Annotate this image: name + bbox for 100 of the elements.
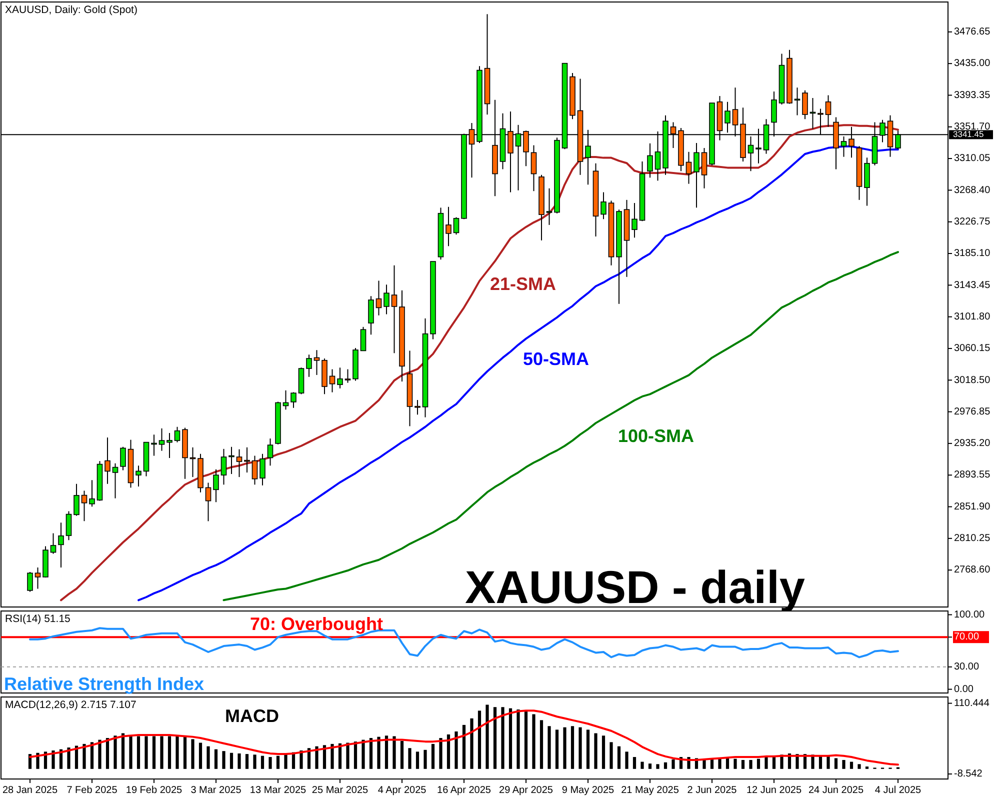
candlestick: [802, 90, 808, 120]
candlestick: [384, 284, 390, 315]
x-tick-label: 4 Apr 2025: [378, 785, 427, 796]
candlestick: [314, 350, 320, 376]
candlestick: [337, 367, 343, 389]
bar: [400, 740, 404, 769]
candlestick: [446, 206, 452, 247]
bar: [501, 707, 504, 769]
bar: [548, 726, 551, 769]
series-label: 50-SMA: [523, 349, 590, 369]
bar: [191, 739, 194, 769]
candlestick: [89, 480, 95, 508]
bar: [152, 736, 156, 769]
bar: [640, 762, 644, 769]
bar: [408, 748, 412, 769]
series-label: 21-SMA: [490, 274, 556, 294]
bar: [82, 744, 86, 769]
bar: [850, 762, 854, 769]
candlestick: [368, 296, 374, 336]
y-tick-label: 3185.10: [954, 248, 991, 260]
candlestick: [136, 465, 142, 488]
series-label: 100-SMA: [618, 426, 694, 446]
bar: [67, 748, 70, 769]
bar: [90, 742, 94, 769]
ref-line-label: 3341.45: [953, 128, 984, 139]
bar: [586, 730, 590, 769]
bar: [508, 708, 512, 769]
candlestick: [290, 392, 296, 408]
bar: [384, 736, 388, 769]
y-tick-label: 3435.00: [954, 58, 991, 70]
bar: [555, 730, 559, 769]
candlestick: [220, 448, 227, 486]
y-tick-label: 3101.80: [954, 311, 991, 322]
bar: [439, 738, 442, 769]
bar: [741, 760, 745, 769]
bar: [702, 759, 706, 769]
candlestick: [647, 142, 653, 178]
x-tick-label: 25 Mar 2025: [312, 785, 369, 796]
bar: [486, 704, 489, 769]
bar: [625, 752, 628, 769]
bar: [392, 736, 396, 769]
x-tick-label: 7 Feb 2025: [66, 785, 118, 796]
candlestick: [236, 448, 242, 478]
bar: [454, 731, 458, 769]
bar: [672, 759, 675, 769]
candlestick: [27, 572, 33, 592]
bar: [206, 746, 210, 769]
x-tick-label: 2 Jun 2025: [687, 785, 738, 796]
bar: [136, 736, 140, 769]
x-tick-label: 12 Jun 2025: [746, 785, 802, 796]
y-tick-label: 3268.40: [954, 184, 991, 196]
x-tick-label: 16 Apr 2025: [437, 785, 492, 796]
candlestick: [701, 148, 708, 189]
bar: [594, 733, 598, 769]
candlestick: [174, 426, 180, 443]
bar: [284, 754, 288, 769]
candlestick: [34, 566, 41, 590]
bar: [176, 736, 179, 769]
bar: [431, 744, 435, 769]
bar: [470, 718, 474, 769]
bar: [354, 742, 358, 769]
annotation: XAUUSD - daily: [465, 561, 806, 613]
chart-title: XAUUSD, Daily: Gold (Spot): [5, 4, 138, 16]
candlestick: [66, 510, 72, 541]
bar: [478, 710, 482, 769]
candlestick: [58, 522, 64, 568]
candlestick: [825, 94, 832, 128]
candlestick: [81, 490, 88, 522]
bar: [416, 752, 420, 769]
chart-title: RSI(14) 51.15: [5, 613, 71, 625]
bar: [578, 727, 582, 769]
candlestick: [151, 434, 157, 456]
y-tick-label: 2976.85: [954, 406, 991, 418]
candlestick: [546, 188, 552, 226]
x-tick-label: 29 Apr 2025: [499, 785, 554, 796]
bar: [424, 750, 427, 769]
bar: [570, 726, 574, 769]
y-tick-label: -8.542: [954, 768, 983, 780]
candlestick: [794, 87, 800, 116]
candlestick: [260, 453, 266, 486]
candlestick: [306, 354, 312, 378]
bar: [98, 740, 102, 769]
candlestick: [228, 446, 234, 474]
y-tick-label: 110.444: [954, 698, 990, 709]
candlestick: [252, 455, 258, 486]
bar: [563, 727, 566, 769]
candlestick: [329, 368, 336, 393]
bar: [610, 742, 613, 769]
bar: [764, 757, 768, 769]
x-tick-label: 21 May 2025: [621, 785, 680, 796]
candlestick: [104, 437, 110, 484]
x-tick-label: 13 Mar 2025: [250, 785, 307, 796]
candlestick: [205, 482, 212, 522]
bar: [362, 740, 365, 769]
bar: [377, 736, 380, 769]
y-tick-label: 3018.50: [954, 374, 991, 386]
y-tick-label: 30.00: [954, 662, 980, 673]
series-label: MACD: [225, 706, 279, 726]
candlestick: [112, 462, 118, 499]
bar: [230, 752, 234, 769]
